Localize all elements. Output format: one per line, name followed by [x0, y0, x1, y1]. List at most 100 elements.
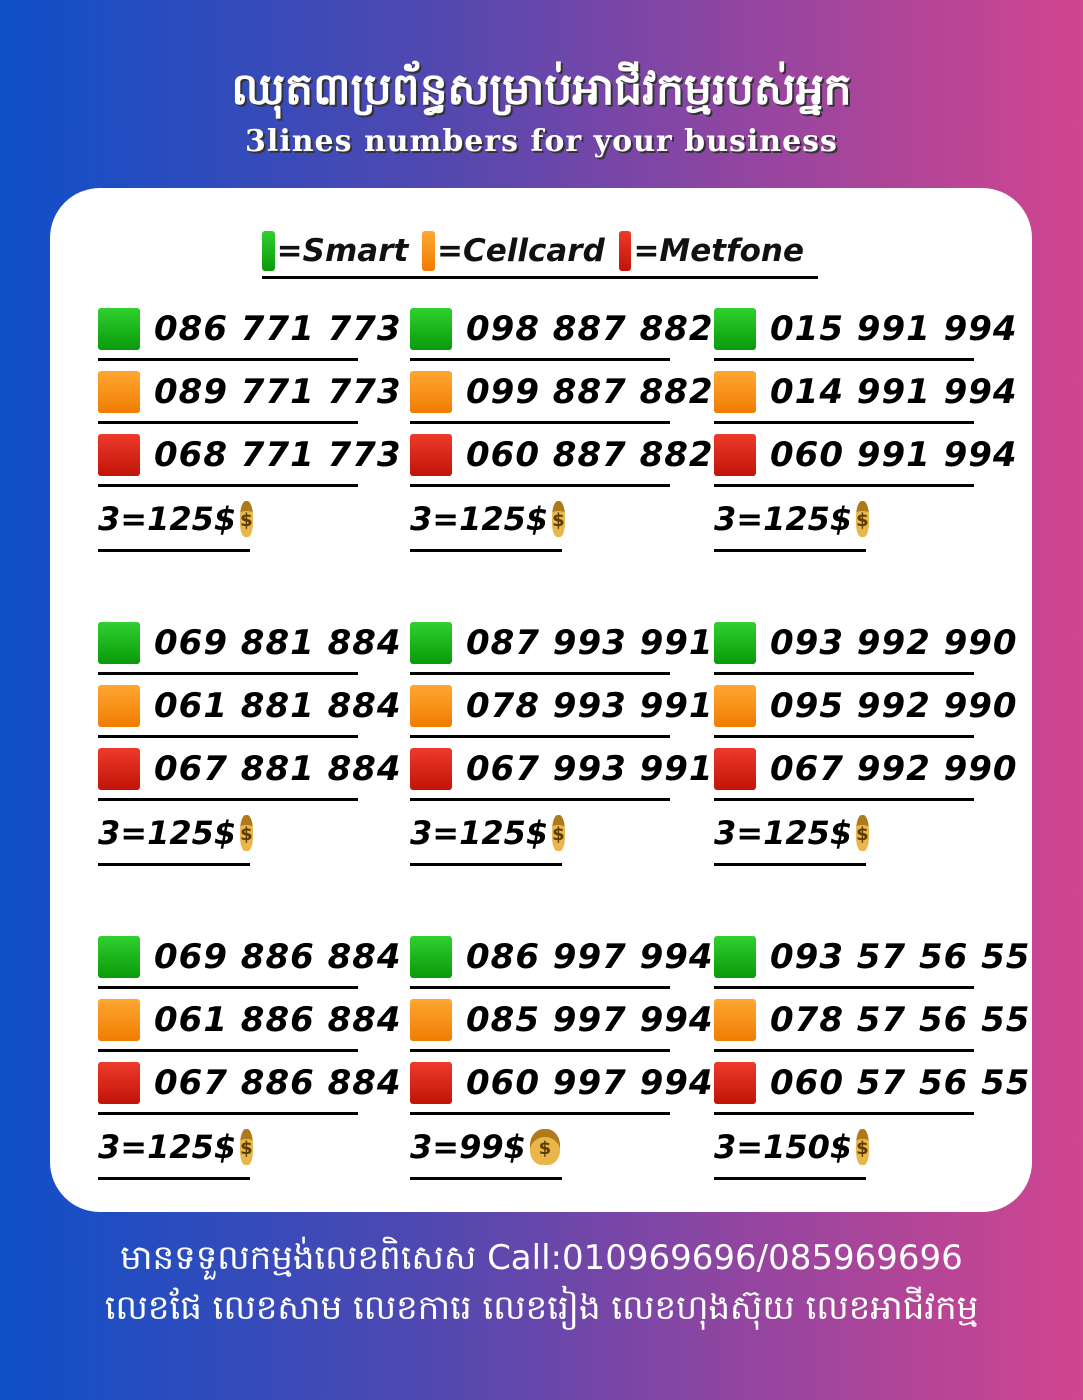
subtitle: 3lines numbers for your business [245, 124, 838, 159]
phone-number: 099 887 882 [466, 372, 714, 412]
number-row-smart: 093 57 56 55 [714, 928, 1029, 989]
smart-swatch [714, 936, 756, 978]
price-text: 3=125$ [410, 500, 549, 538]
set-price: 3=125$ $ [714, 803, 869, 866]
set-price: 3=150$ $ [714, 1117, 869, 1180]
number-row-metfone: 060 887 882 [410, 426, 713, 487]
phone-number: 087 993 991 [466, 623, 714, 663]
number-row-cellcard: 078 993 991 [410, 677, 713, 738]
set-price: 3=125$ $ [410, 803, 565, 866]
smart-swatch [262, 231, 275, 271]
number-set: 098 887 882 099 887 882 060 887 882 3=125$ $ [410, 300, 713, 552]
metfone-swatch [714, 1062, 756, 1104]
price-text: 3=125$ [714, 500, 853, 538]
phone-number: 014 991 994 [770, 372, 1018, 412]
price-text: 3=125$ [98, 500, 237, 538]
number-set: 093 57 56 55 078 57 56 55 060 57 56 55 3=15… [714, 928, 1029, 1180]
number-row-smart: 086 997 994 [410, 928, 713, 989]
cellcard-swatch [714, 999, 756, 1041]
phone-number: 067 886 884 [154, 1063, 402, 1103]
metfone-swatch [714, 748, 756, 790]
money-bag-icon: $ [240, 1129, 253, 1165]
money-bag-icon: $ [552, 501, 565, 537]
phone-number: 093 992 990 [770, 623, 1018, 663]
price-text: 3=125$ [98, 814, 237, 852]
phone-number: 086 997 994 [466, 937, 714, 977]
legend-smart: =Smart [276, 233, 409, 269]
price-text: 3=125$ [410, 814, 549, 852]
phone-number: 060 997 994 [466, 1063, 714, 1103]
set-price: 3=125$ $ [714, 489, 869, 552]
number-set: 015 991 994 014 991 994 060 991 994 3=125$ $ [714, 300, 1017, 552]
number-row-metfone: 060 997 994 [410, 1054, 713, 1115]
phone-number: 060 57 56 55 [770, 1063, 1031, 1103]
cellcard-swatch [410, 999, 452, 1041]
money-bag-icon: $ [856, 501, 869, 537]
number-row-smart: 087 993 991 [410, 614, 713, 675]
phone-number: 067 881 884 [154, 749, 402, 789]
number-row-smart: 069 881 884 [98, 614, 401, 675]
number-row-cellcard: 089 771 773 [98, 363, 401, 424]
cellcard-swatch [98, 999, 140, 1041]
metfone-swatch [410, 434, 452, 476]
number-row-metfone: 067 992 990 [714, 740, 1017, 801]
number-row-smart: 069 886 884 [98, 928, 401, 989]
number-row-metfone: 060 991 994 [714, 426, 1017, 487]
phone-number: 069 886 884 [154, 937, 402, 977]
number-row-metfone: 068 771 773 [98, 426, 401, 487]
number-set: 093 992 990 095 992 990 067 992 990 3=125$ $ [714, 614, 1017, 866]
number-set: 086 771 773 089 771 773 068 771 773 3=125$ $ [98, 300, 401, 552]
smart-swatch [714, 622, 756, 664]
number-row-smart: 015 991 994 [714, 300, 1017, 361]
khmer-title: ឈុត៣ប្រព័ន្ធសម្រាប់អាជីវកម្មរបស់អ្នក [231, 64, 852, 115]
money-bag-icon: $ [240, 501, 253, 537]
metfone-swatch [618, 231, 632, 271]
phone-number: 078 57 56 55 [770, 1000, 1031, 1040]
price-text: 3=99$ [410, 1128, 526, 1166]
phone-number: 089 771 773 [154, 372, 402, 412]
price-text: 3=125$ [714, 814, 853, 852]
phone-number: 067 993 991 [466, 749, 714, 789]
number-row-cellcard: 061 881 884 [98, 677, 401, 738]
number-row-metfone: 067 881 884 [98, 740, 401, 801]
number-set: 069 886 884 061 886 884 067 886 884 3=125$ $ [98, 928, 401, 1180]
phone-number: 086 771 773 [154, 309, 402, 349]
number-row-smart: 093 992 990 [714, 614, 1017, 675]
phone-number: 061 886 884 [154, 1000, 402, 1040]
phone-number: 085 997 994 [466, 1000, 714, 1040]
number-row-cellcard: 095 992 990 [714, 677, 1017, 738]
smart-swatch [410, 622, 452, 664]
set-price: 3=125$ $ [98, 1117, 253, 1180]
legend-cellcard: =Cellcard [436, 233, 605, 269]
money-bag-icon: $ [856, 815, 869, 851]
cellcard-swatch [422, 231, 435, 271]
smart-swatch [410, 936, 452, 978]
smart-swatch [410, 308, 452, 350]
money-bag-icon: $ [240, 815, 253, 851]
legend-metfone: =Metfone [633, 233, 804, 269]
phone-number: 061 881 884 [154, 686, 402, 726]
cellcard-swatch [410, 371, 452, 413]
number-row-cellcard: 099 887 882 [410, 363, 713, 424]
phone-number: 095 992 990 [770, 686, 1018, 726]
legend: =Smart =Cellcard =Metfone [262, 226, 818, 279]
number-row-metfone: 060 57 56 55 [714, 1054, 1029, 1115]
set-price: 3=99$ $ [410, 1117, 562, 1180]
phone-number: 098 887 882 [466, 309, 714, 349]
phone-number: 093 57 56 55 [770, 937, 1031, 977]
price-text: 3=150$ [714, 1128, 853, 1166]
number-row-smart: 098 887 882 [410, 300, 713, 361]
number-row-cellcard: 014 991 994 [714, 363, 1017, 424]
number-set: 069 881 884 061 881 884 067 881 884 3=125$ $ [98, 614, 401, 866]
money-bag-icon: $ [529, 1129, 560, 1165]
metfone-swatch [410, 1062, 452, 1104]
number-set: 086 997 994 085 997 994 060 997 994 3=99$ $ [410, 928, 713, 1180]
cellcard-swatch [98, 371, 140, 413]
smart-swatch [98, 622, 140, 664]
number-row-smart: 086 771 773 [98, 300, 401, 361]
metfone-swatch [98, 748, 140, 790]
phone-number: 069 881 884 [154, 623, 402, 663]
smart-swatch [98, 936, 140, 978]
footer-categories: លេខផែ លេខសាម លេខការេ លេខរៀង លេខហុងស៊ុយ ល… [104, 1288, 979, 1328]
cellcard-swatch [410, 685, 452, 727]
